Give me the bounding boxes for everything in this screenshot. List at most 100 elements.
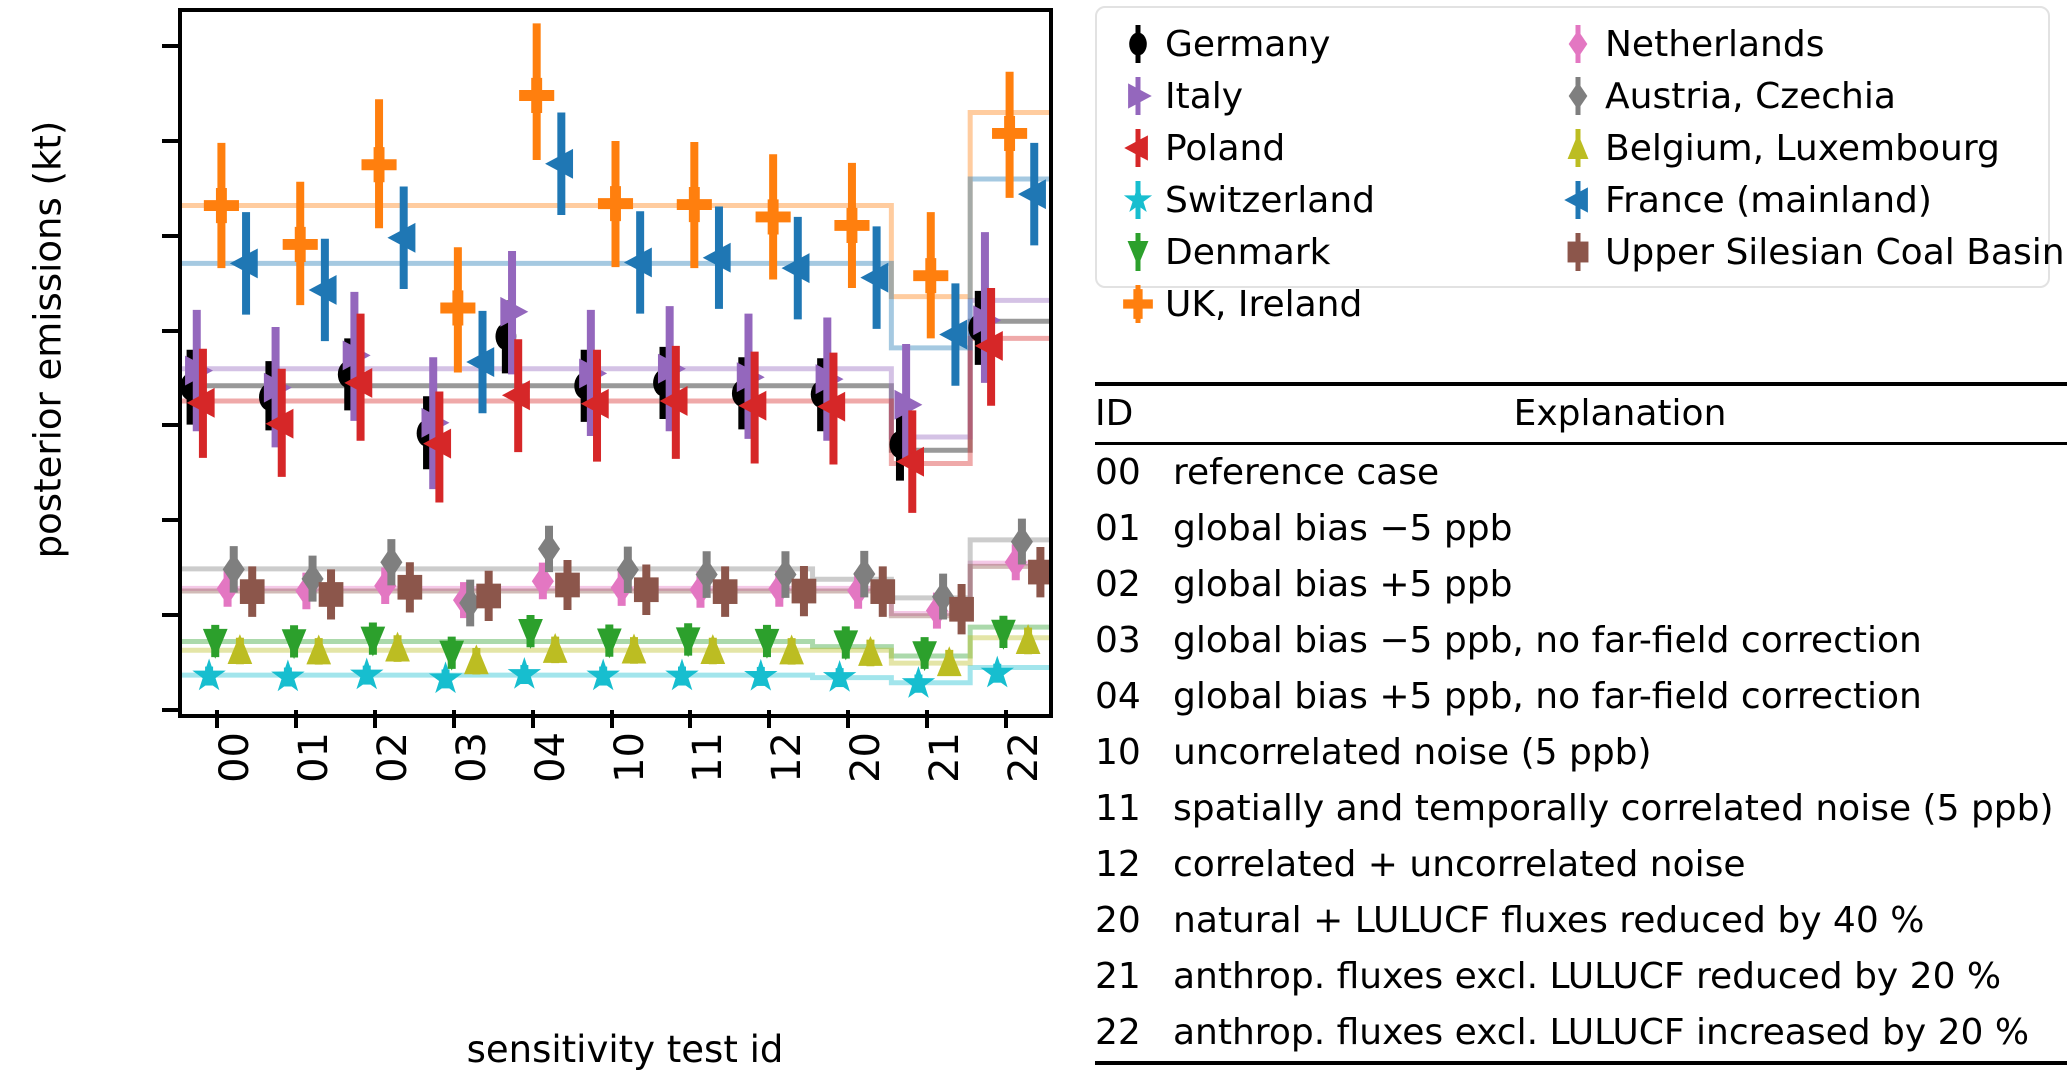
datapoint-marker [659, 385, 688, 416]
datapoint-marker [295, 574, 318, 608]
legend-item-label: Denmark [1165, 231, 1331, 273]
datapoint-marker [675, 627, 701, 658]
datapoint-marker [466, 347, 495, 378]
legend-item-label: Netherlands [1605, 23, 1825, 65]
x-tick-mark-00 [215, 710, 220, 728]
datapoint-marker [702, 242, 731, 273]
datapoint-marker [623, 247, 652, 278]
datapoint-marker [833, 630, 859, 661]
legend-box: Germany Italy Poland Switzerland Denmark… [1095, 6, 2065, 325]
legend-item-france--mainland-[interactable]: France (mainland) [1551, 174, 2066, 226]
datapoint-marker [939, 319, 968, 350]
datapoint-marker [791, 578, 817, 604]
datapoint-marker [980, 655, 1014, 688]
x-tick-mark-02 [373, 710, 378, 728]
legend-marker-icon [1551, 125, 1605, 171]
datapoint-marker [239, 579, 265, 604]
datapoint-marker [192, 658, 226, 691]
datapoint-marker [387, 222, 416, 253]
legend-item-upper-silesian-coal-basin[interactable]: Upper Silesian Coal Basin [1551, 226, 2066, 278]
x-tick-label-01: 01 [291, 732, 338, 783]
x-tick-label-20: 20 [842, 732, 889, 783]
datapoint-marker [397, 574, 423, 600]
datapoint-marker [901, 666, 936, 698]
legend-item-belgium--luxembourg[interactable]: Belgium, Luxembourg [1551, 122, 2066, 174]
datapoint-marker [754, 628, 780, 659]
datapoint-marker [586, 658, 620, 691]
x-tick-label-11: 11 [685, 732, 732, 783]
legend-item-netherlands[interactable]: Netherlands [1551, 18, 2066, 70]
x-tick-mark-03 [451, 710, 456, 728]
table-cell-explanation: reference case [1173, 451, 1440, 493]
table-cell-id: 21 [1095, 955, 1141, 997]
legend-column-right: Netherlands Austria, Czechia Belgium, Lu… [1551, 18, 2066, 330]
legend-item-denmark[interactable]: Denmark [1111, 226, 1551, 278]
x-tick-mark-11 [688, 710, 693, 728]
table-header-id: ID [1095, 393, 1134, 434]
table-header-row: ID Explanation [1095, 384, 2067, 443]
legend-item-switzerland[interactable]: Switzerland [1111, 174, 1551, 226]
datapoint-marker [596, 628, 622, 659]
table-row: 11 spatially and temporally correlated no… [1095, 781, 2067, 837]
table-cell-id: 20 [1095, 899, 1141, 941]
table-row: 22 anthrop. fluxes excl. LULUCF increased… [1095, 1005, 2067, 1063]
datapoint-marker [380, 545, 403, 579]
legend-item-austria--czechia[interactable]: Austria, Czechia [1551, 70, 2066, 122]
legend-marker-icon [1111, 73, 1165, 119]
legend-item-label: Switzerland [1165, 179, 1375, 221]
datapoint-marker [186, 387, 215, 418]
datapoint-marker [992, 115, 1028, 151]
table-row: 12 correlated + uncorrelated noise [1095, 837, 2067, 893]
datapoint-marker [870, 579, 896, 604]
datapoint-marker [344, 367, 373, 398]
y-tick-mark-1000 [162, 518, 178, 523]
datapoint-marker [936, 646, 962, 677]
datapoint-marker [271, 659, 305, 692]
datapoint-marker [633, 577, 659, 603]
table-row: 03 global bias −5 ppb, no far-field corre… [1095, 613, 2067, 669]
datapoint-marker [531, 564, 554, 598]
datapoint-marker [306, 634, 332, 665]
datapoint-marker [227, 634, 253, 665]
datapoint-marker [542, 632, 568, 663]
datapoint-marker [738, 390, 767, 421]
datapoint-marker [360, 626, 386, 657]
table-row: 21 anthrop. fluxes excl. LULUCF reduced b… [1095, 949, 2067, 1005]
legend-item-label: Upper Silesian Coal Basin [1605, 231, 2065, 273]
x-tick-mark-04 [530, 710, 535, 728]
datapoint-marker [610, 571, 633, 605]
datapoint-marker [817, 391, 846, 422]
legend-item-label: France (mainland) [1605, 179, 1932, 221]
x-tick-label-00: 00 [212, 732, 259, 783]
datapoint-marker [894, 389, 923, 420]
datapoint-marker [501, 380, 530, 411]
legend-marker-icon [1111, 281, 1165, 327]
datapoint-marker [712, 579, 738, 604]
table-row: 01 global bias −5 ppb [1095, 501, 2067, 557]
datapoint-marker [476, 583, 502, 609]
datapoint-marker [361, 147, 397, 183]
table-cell-id: 03 [1095, 619, 1141, 661]
legend-marker-icon [1551, 177, 1605, 223]
table-header-explanation: Explanation [1513, 393, 1727, 434]
y-tick-mark-0 [162, 708, 178, 712]
table-cell-explanation: correlated + uncorrelated noise [1173, 843, 1746, 885]
chart-panel: posterior emissions (kt) sensitivity tes… [27, 8, 1053, 1071]
legend-item-uk--ireland[interactable]: UK, Ireland [1111, 278, 1551, 330]
x-tick-label-02: 02 [370, 732, 417, 783]
datapoint-marker [695, 558, 718, 591]
table-body: 00 reference case 01 global bias −5 ppb 02 gl… [1095, 443, 2067, 1063]
legend-item-poland[interactable]: Poland [1111, 122, 1551, 174]
datapoint-marker [860, 262, 889, 293]
legend-item-italy[interactable]: Italy [1111, 70, 1551, 122]
legend-column-left: Germany Italy Poland Switzerland Denmark… [1111, 18, 1551, 330]
datapoint-marker [676, 187, 712, 223]
datapoint-marker [229, 248, 258, 279]
table-cell-explanation: global bias −5 ppb, no far-field correct… [1173, 619, 1922, 661]
table-cell-explanation: global bias +5 ppb [1173, 563, 1513, 605]
table-cell-id: 22 [1095, 1011, 1141, 1053]
table-row: 02 global bias +5 ppb [1095, 557, 2067, 613]
legend-item-germany[interactable]: Germany [1111, 18, 1551, 70]
legend-item-label: Belgium, Luxembourg [1605, 127, 2000, 169]
